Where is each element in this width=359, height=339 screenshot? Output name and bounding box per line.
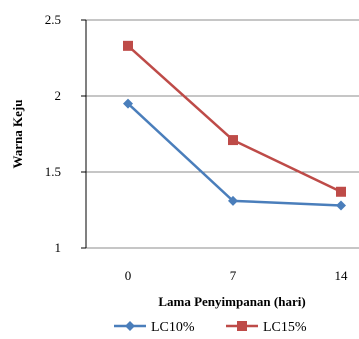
- legend-marker: [125, 321, 135, 331]
- y-axis: 1 1.5 2 2.5: [45, 12, 87, 255]
- x-tick-label: 7: [230, 268, 237, 283]
- legend-label: LC10%: [151, 320, 195, 335]
- y-tick-label: 2.5: [45, 12, 61, 27]
- data-point: [228, 195, 238, 206]
- series-line: [127, 102, 342, 207]
- data-point: [336, 186, 346, 197]
- y-axis-title: Warna Keju: [10, 100, 25, 169]
- x-tick-label: 14: [335, 268, 349, 283]
- series-layer: [123, 40, 346, 211]
- data-point: [123, 98, 133, 109]
- x-axis: 0 7 14: [125, 268, 348, 283]
- data-point: [123, 40, 133, 51]
- y-tick-label: 2: [55, 88, 62, 103]
- y-tick-label: 1: [55, 240, 62, 255]
- x-tick-label: 0: [125, 268, 132, 283]
- x-axis-title: Lama Penyimpanan (hari): [158, 294, 305, 309]
- legend-label: LC15%: [263, 320, 307, 335]
- data-point: [228, 135, 238, 146]
- series-line: [127, 44, 342, 193]
- data-point: [336, 200, 346, 211]
- y-tick-label: 1.5: [45, 164, 61, 179]
- legend-marker: [237, 321, 247, 331]
- grid-lines: [86, 19, 359, 249]
- legend: LC10% LC15%: [114, 320, 307, 335]
